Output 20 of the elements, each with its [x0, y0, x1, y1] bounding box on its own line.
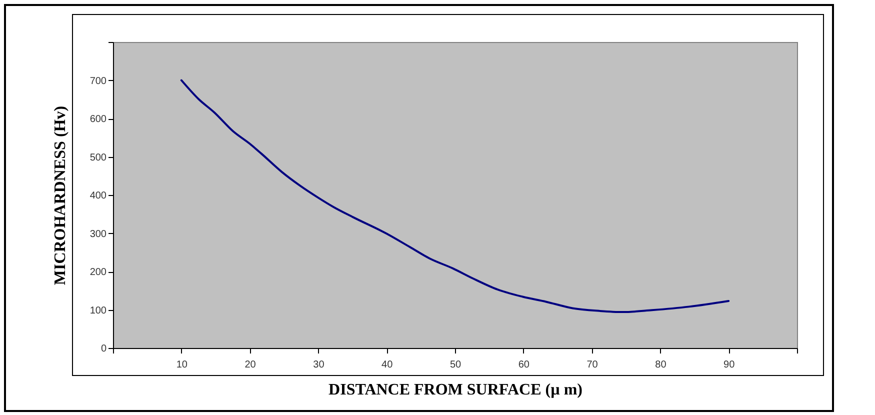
x-tick-label: 20: [244, 360, 256, 370]
y-tick-label: 0: [100, 344, 107, 354]
line-series: [180, 79, 730, 314]
y-tick-label: 300: [90, 228, 107, 240]
x-tick-label: 50: [450, 360, 462, 370]
x-axis-title: DISTANCE FROM SURFACE (µ m): [328, 382, 582, 398]
x-tick-label: 60: [518, 360, 530, 370]
y-tick-label: 700: [90, 76, 107, 87]
x-tick-label: 40: [382, 360, 394, 370]
y-tick-label: 200: [90, 267, 107, 278]
x-tick-label: 80: [655, 360, 667, 370]
y-tick-label: 100: [90, 305, 107, 316]
x-tick-label: 10: [176, 360, 188, 370]
x-tick-label: 30: [313, 360, 325, 370]
x-tick-label: 90: [724, 360, 736, 370]
y-axis-title: MICROHARDNESS (Hv): [52, 106, 69, 286]
y-tick-label: 400: [90, 190, 107, 202]
y-tick-label: 500: [90, 152, 107, 164]
y-tick-label: 600: [90, 114, 107, 125]
x-tick-label: 70: [586, 360, 598, 370]
